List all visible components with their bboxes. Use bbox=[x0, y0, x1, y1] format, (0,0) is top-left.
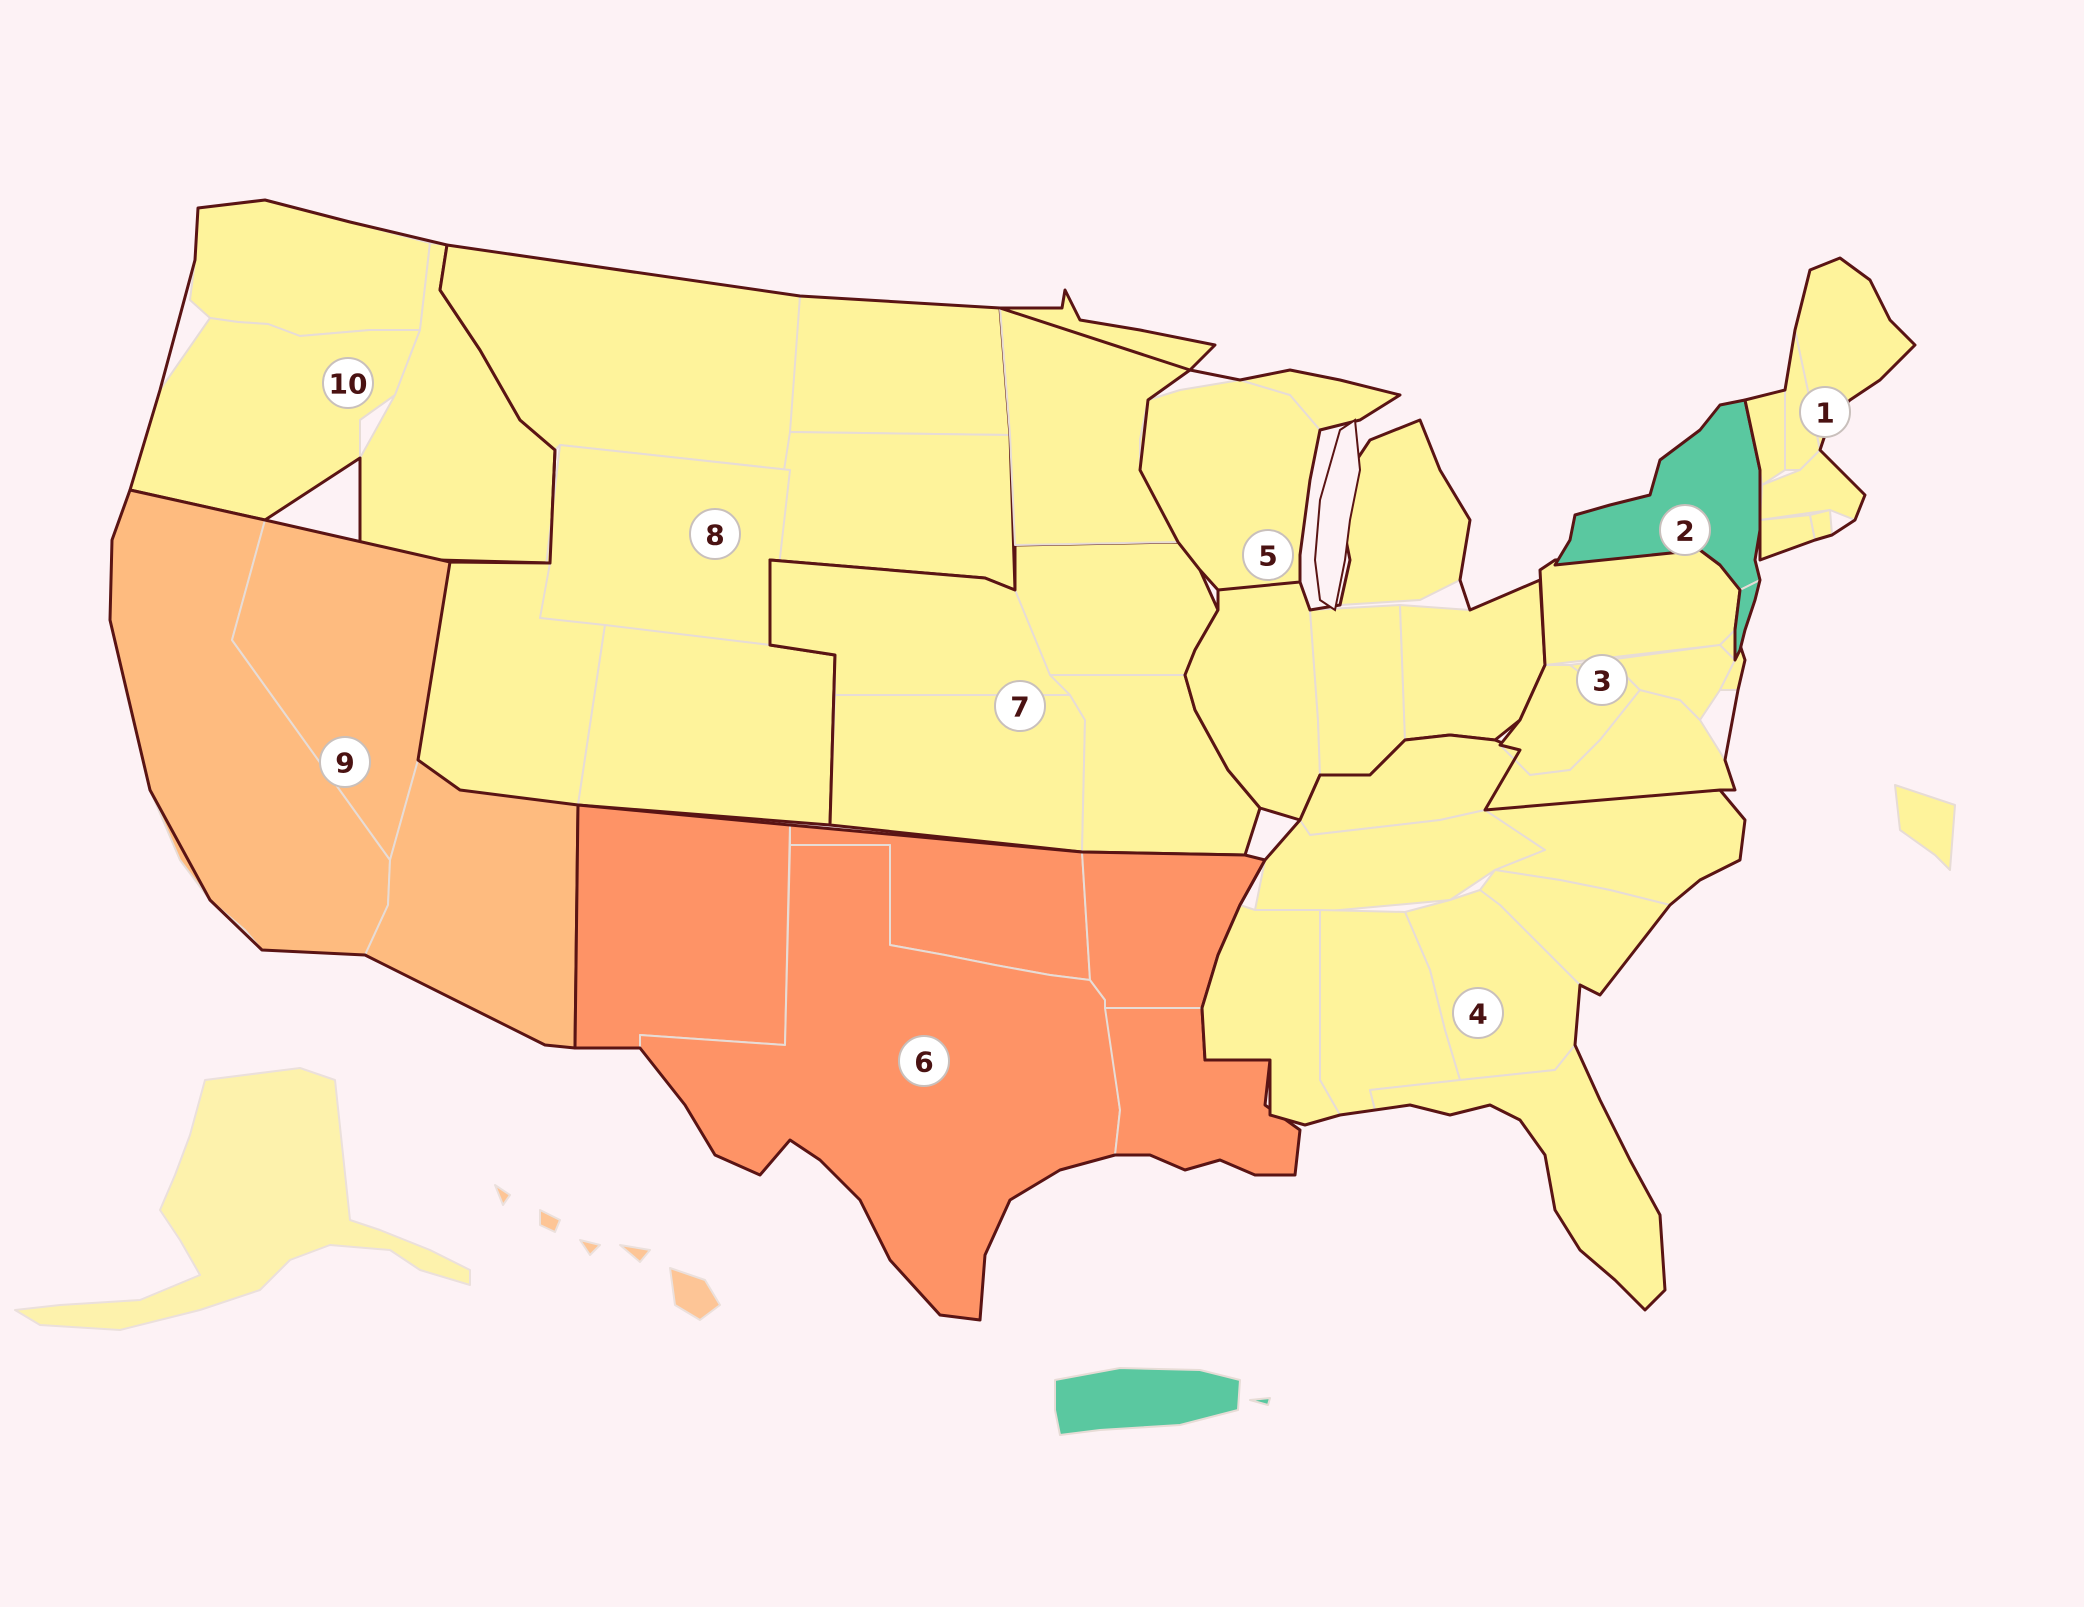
region-4[interactable] bbox=[1200, 733, 1747, 1312]
state-WY bbox=[539, 444, 791, 646]
badge-circle bbox=[319, 736, 371, 788]
virgin-islands[interactable] bbox=[1894, 784, 1956, 871]
badge-circle bbox=[1799, 386, 1851, 438]
region-number-badges: 1 2 3 4 5 6 7 8 9 10 bbox=[319, 357, 1851, 1087]
badge-circle bbox=[994, 680, 1046, 732]
region-2[interactable] bbox=[1054, 398, 1762, 1436]
region-number-label: 10 bbox=[329, 368, 368, 401]
state-PR bbox=[1054, 1367, 1271, 1436]
region-number-label: 2 bbox=[1675, 515, 1694, 548]
badge-circle bbox=[1659, 504, 1711, 556]
state-ND bbox=[789, 295, 1011, 436]
region-6[interactable] bbox=[573, 803, 1302, 1322]
region-badge-6: 6 bbox=[898, 1035, 950, 1087]
state-IN bbox=[1309, 604, 1406, 776]
region-badge-8: 8 bbox=[689, 508, 741, 560]
state-CT bbox=[1759, 514, 1816, 561]
territory-VI bbox=[1894, 784, 1956, 871]
region-number-label: 3 bbox=[1592, 665, 1611, 698]
lake-michigan bbox=[1313, 418, 1362, 612]
region-badge-2: 2 bbox=[1659, 504, 1711, 556]
badge-circle bbox=[1242, 529, 1294, 581]
region-badge-5: 5 bbox=[1242, 529, 1294, 581]
badge-circle bbox=[1452, 987, 1504, 1039]
region-number-label: 6 bbox=[914, 1046, 933, 1079]
region-badge-4: 4 bbox=[1452, 987, 1504, 1039]
region-8[interactable] bbox=[416, 243, 1017, 827]
region-badge-9: 9 bbox=[319, 736, 371, 788]
region-badge-10: 10 bbox=[322, 357, 374, 409]
badge-circle bbox=[898, 1035, 950, 1087]
state-WA bbox=[189, 199, 431, 337]
region-badge-1: 1 bbox=[1799, 386, 1851, 438]
region-number-label: 4 bbox=[1468, 998, 1487, 1031]
badge-circle bbox=[322, 357, 374, 409]
region-number-label: 5 bbox=[1258, 540, 1277, 573]
state-CO bbox=[577, 624, 836, 826]
region-number-label: 9 bbox=[335, 747, 354, 780]
state-HI bbox=[494, 1184, 721, 1321]
region-9[interactable] bbox=[108, 488, 721, 1321]
region-badge-3: 3 bbox=[1576, 654, 1628, 706]
region-badge-7: 7 bbox=[994, 680, 1046, 732]
badge-circle bbox=[1576, 654, 1628, 706]
region-number-label: 1 bbox=[1815, 397, 1834, 430]
region-number-label: 8 bbox=[705, 519, 724, 552]
state-NM bbox=[574, 804, 791, 1049]
badge-circle bbox=[689, 508, 741, 560]
region-number-label: 7 bbox=[1010, 691, 1029, 724]
state-AK bbox=[14, 1067, 471, 1331]
state-IA bbox=[1014, 541, 1219, 676]
